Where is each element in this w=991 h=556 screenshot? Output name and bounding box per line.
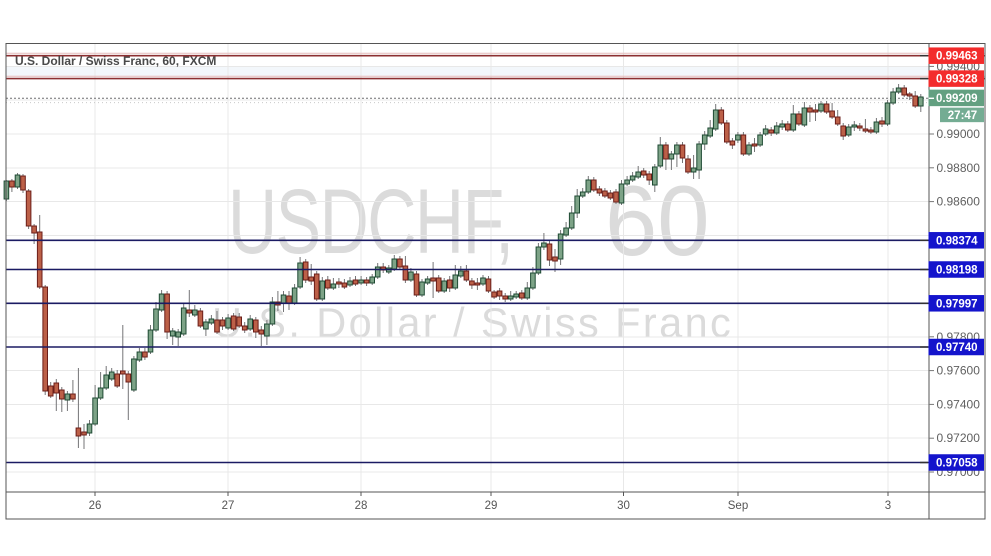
svg-text:0.97997: 0.97997: [936, 298, 978, 310]
svg-text:0.98198: 0.98198: [936, 265, 978, 277]
svg-text:0.97740: 0.97740: [936, 342, 978, 354]
svg-text:USDCHF,: USDCHF,: [228, 171, 513, 273]
svg-text:U.S. Dollar / Swiss Franc, 60,: U.S. Dollar / Swiss Franc, 60, FXCM: [15, 54, 216, 68]
svg-text:0.98374: 0.98374: [936, 235, 978, 247]
svg-text:3: 3: [885, 500, 891, 512]
svg-text:U.S. Dollar / Swiss Franc: U.S. Dollar / Swiss Franc: [212, 299, 733, 346]
svg-text:0.98600: 0.98600: [937, 195, 981, 209]
svg-text:26: 26: [89, 500, 102, 512]
svg-text:0.99000: 0.99000: [937, 127, 981, 141]
svg-text:27: 27: [222, 500, 235, 512]
svg-text:0.97400: 0.97400: [937, 397, 981, 411]
svg-text:Sep: Sep: [728, 500, 748, 512]
svg-text:0.97058: 0.97058: [936, 458, 978, 470]
svg-text:0.97200: 0.97200: [937, 431, 981, 445]
svg-text:28: 28: [355, 500, 368, 512]
svg-text:0.99463: 0.99463: [936, 51, 978, 63]
svg-text:27:47: 27:47: [948, 110, 977, 122]
svg-text:0.98800: 0.98800: [937, 161, 981, 175]
svg-text:29: 29: [485, 500, 498, 512]
svg-text:0.99209: 0.99209: [936, 93, 978, 105]
svg-text:30: 30: [617, 500, 630, 512]
svg-text:0.99328: 0.99328: [936, 74, 978, 86]
svg-text:0.97600: 0.97600: [937, 364, 981, 378]
